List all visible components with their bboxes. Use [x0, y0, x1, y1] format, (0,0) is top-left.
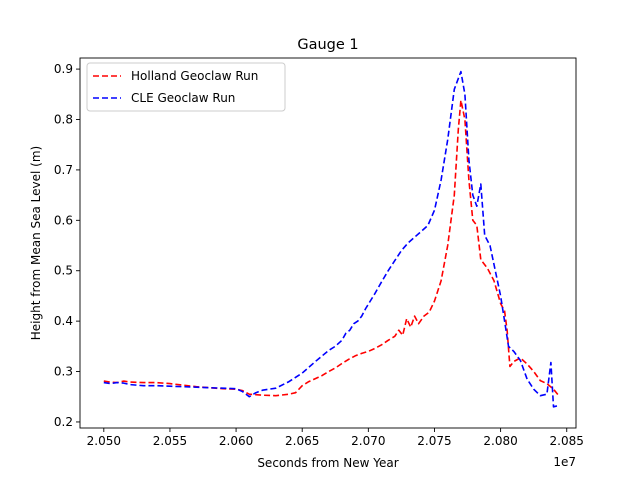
legend-box [86, 62, 286, 112]
y-tick-label: 0.2 [54, 415, 73, 429]
y-tick-label: 0.6 [54, 213, 73, 227]
legend-label: CLE Geoclaw Run [131, 91, 235, 105]
x-tick-label: 2.075 [417, 434, 451, 448]
chart-title: Gauge 1 [297, 37, 358, 53]
x-axis-offset-text: 1e7 [553, 455, 576, 469]
y-tick-label: 0.3 [54, 365, 73, 379]
legend: Holland Geoclaw Run CLE Geoclaw Run [86, 62, 286, 112]
y-axis-label: Height from Mean Sea Level (m) [29, 146, 43, 340]
y-tick-label: 0.9 [54, 62, 73, 76]
legend-label: Holland Geoclaw Run [131, 69, 258, 83]
x-tick-label: 2.085 [550, 434, 584, 448]
x-tick-label: 2.080 [483, 434, 517, 448]
plot-area [79, 57, 577, 429]
x-axis-label: Seconds from New Year [257, 456, 398, 470]
x-tick-label: 2.055 [153, 434, 187, 448]
y-tick-label: 0.5 [54, 264, 73, 278]
x-tick-label: 2.070 [351, 434, 385, 448]
series-line-1 [103, 70, 558, 408]
y-tick-label: 0.4 [54, 314, 73, 328]
y-axis: 0.2 0.3 0.4 0.5 0.6 0.7 0.8 0.9 [54, 62, 80, 429]
x-tick-label: 2.050 [87, 434, 121, 448]
series-layer [103, 70, 560, 408]
y-tick-label: 0.8 [54, 112, 73, 126]
x-tick-label: 2.065 [285, 434, 319, 448]
x-axis: 2.050 2.055 2.060 2.065 2.070 2.075 2.080 2.085 [87, 428, 584, 448]
x-tick-label: 2.060 [219, 434, 253, 448]
y-tick-label: 0.7 [54, 163, 73, 177]
